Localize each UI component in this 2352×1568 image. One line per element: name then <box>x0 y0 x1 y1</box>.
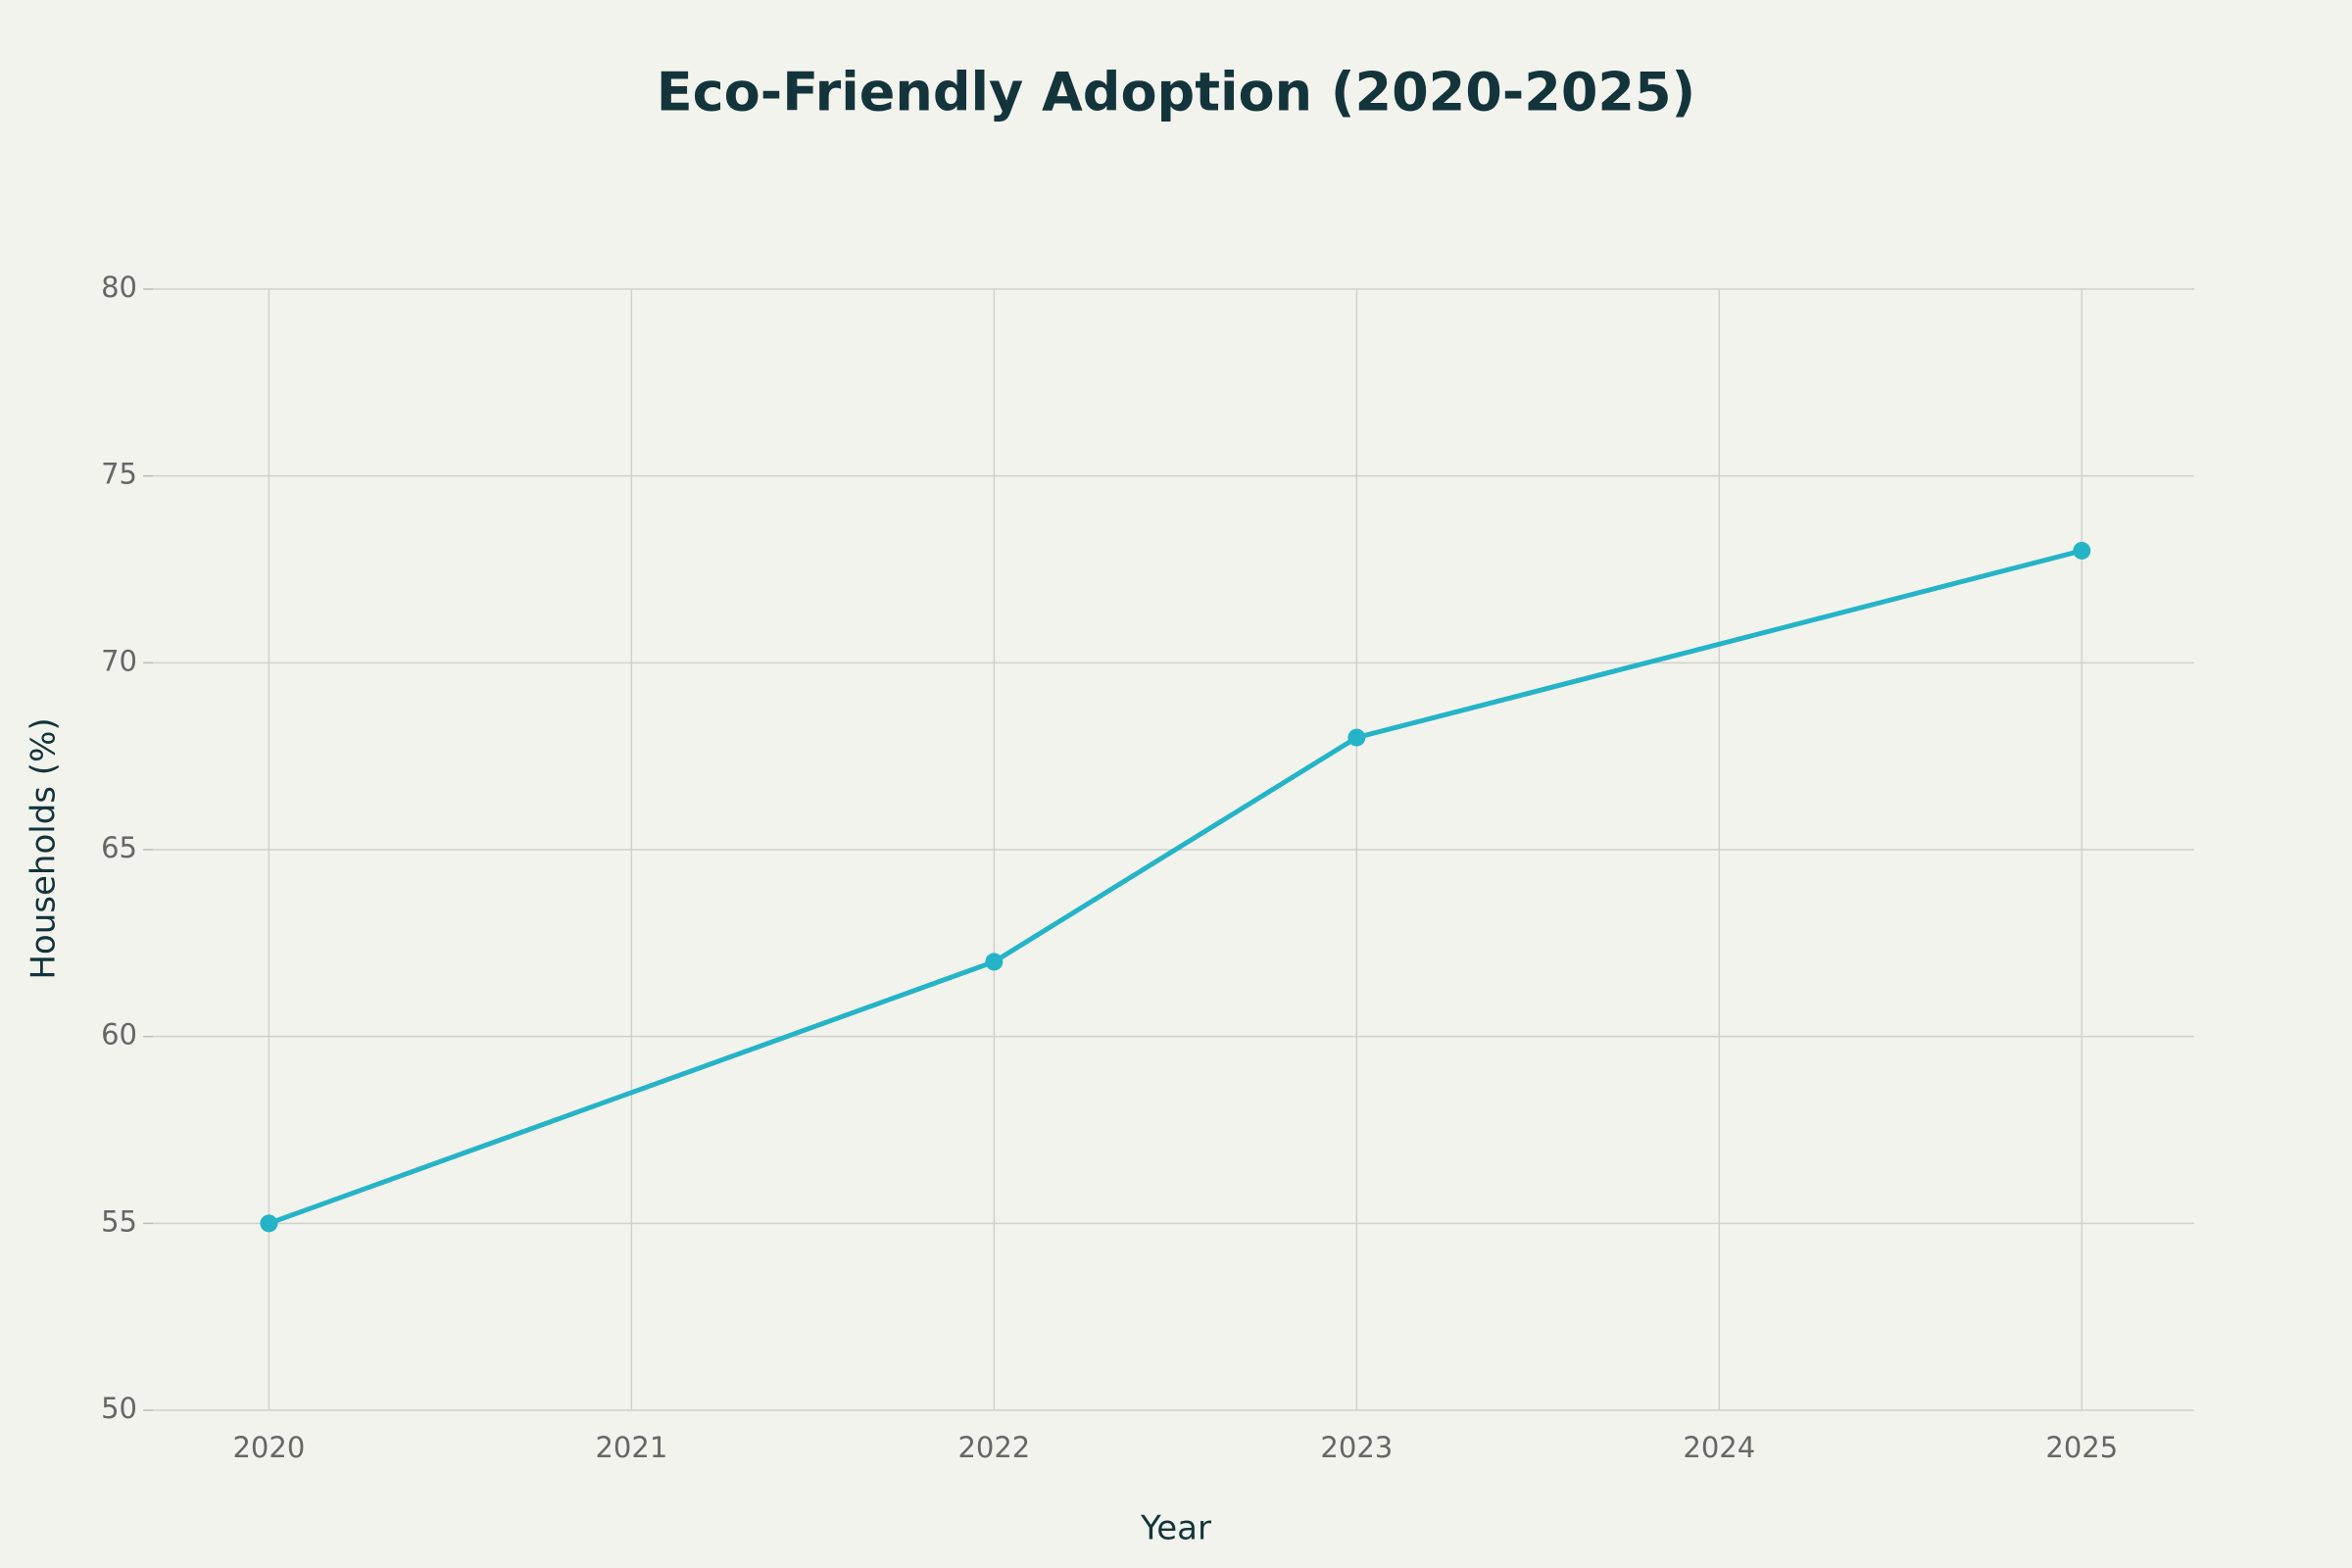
marker <box>1348 728 1366 747</box>
y-axis-title: Households (%) <box>24 717 64 979</box>
y-tick-label: 50 <box>101 1392 137 1425</box>
y-tick-label: 70 <box>101 644 137 677</box>
x-axis-title: Year <box>1140 1509 1211 1548</box>
y-tick-label: 60 <box>101 1018 137 1052</box>
x-tick-label: 2022 <box>957 1431 1030 1464</box>
chart-title: Eco-Friendly Adoption (2020-2025) <box>657 62 1695 123</box>
y-tick-label: 65 <box>101 831 137 864</box>
y-tick-label: 75 <box>101 458 137 491</box>
x-tick-label: 2020 <box>232 1431 305 1464</box>
marker <box>260 1214 278 1233</box>
line <box>268 548 2082 1226</box>
x-tick-label: 2023 <box>1320 1431 1393 1464</box>
marker <box>985 953 1004 971</box>
x-tick-label: 2021 <box>595 1431 667 1464</box>
marker <box>2073 541 2091 560</box>
y-tick-label: 55 <box>101 1204 137 1238</box>
y-tick-label: 80 <box>101 270 137 304</box>
x-tick-label: 2025 <box>2045 1431 2118 1464</box>
x-tick-label: 2024 <box>1683 1431 1755 1464</box>
